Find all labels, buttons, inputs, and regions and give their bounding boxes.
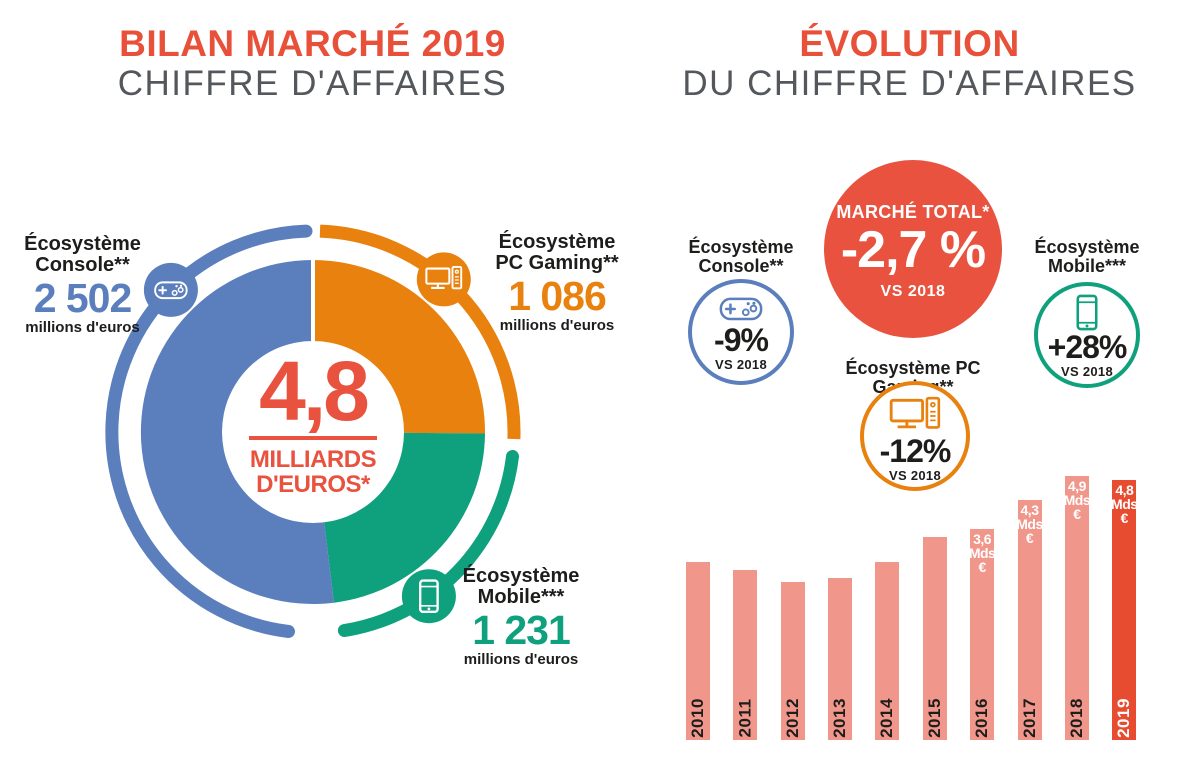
donut-hole	[222, 341, 404, 523]
console-revenue-unit: millions d'euros	[25, 319, 140, 336]
bar-year-label-box: 2018	[1065, 690, 1089, 746]
bar-value-label: 3,6 Mds €	[968, 531, 996, 575]
mobile-change-label-line1: Écosystème	[1034, 237, 1140, 257]
bar-2010: 2010	[685, 562, 710, 740]
pc-segment-label: Écosystème PC Gaming** 1 086 millions d'…	[472, 231, 642, 334]
mobile-revenue-value: 1 231	[472, 607, 571, 653]
mobile-label-line1: Écosystème	[462, 565, 580, 587]
bar-2018: 4,9 Mds € 2018	[1064, 476, 1091, 740]
bar-2016: 3,6 Mds € 2016	[969, 529, 996, 740]
pc-change-value: -12%	[879, 433, 952, 469]
total-market-label: MARCHÉ TOTAL*	[836, 202, 990, 222]
right-panel-title: ÉVOLUTION DU CHIFFRE D'AFFAIRES	[632, 24, 1187, 103]
bar-2012: 2012	[780, 582, 805, 740]
bar-year-label: 2012	[782, 698, 802, 738]
mobile-arc-badge	[401, 569, 456, 624]
total-revenue-unit-line1: MILLIARDS	[249, 446, 377, 473]
bar-2014: 2014	[875, 562, 900, 740]
total-market-vs: VS 2018	[880, 283, 946, 300]
mobile-change-vs: VS 2018	[1061, 364, 1113, 379]
donut-chart	[105, 224, 521, 638]
bar-year-label: 2013	[829, 698, 849, 738]
bar-2019: 4,8 Mds € 2019	[1111, 480, 1138, 740]
mobile-segment-label: Écosystème Mobile*** 1 231 millions d'eu…	[436, 565, 606, 668]
console-label-line2: Console**	[35, 254, 130, 276]
total-market-change: -2,7 %	[840, 221, 986, 279]
pc-revenue-unit: millions d'euros	[499, 317, 615, 334]
bar-year-label-box: 2014	[875, 690, 899, 746]
pc-change-vs: VS 2018	[889, 468, 941, 483]
bar-year-label-box: 2013	[828, 690, 852, 746]
underline-rule	[249, 436, 377, 440]
smartphone-icon	[1075, 294, 1099, 331]
console-change-label: Écosystème Console**	[661, 238, 821, 276]
pc-label-line2: PC Gaming**	[495, 252, 619, 274]
pc-revenue-value: 1 086	[508, 273, 607, 319]
bar-year-label-box: 2016	[970, 690, 994, 746]
mobile-label-line2: Mobile***	[477, 586, 565, 608]
bar-year-label-box: 2012	[781, 690, 805, 746]
bar-value-label: 4,3 Mds €	[1016, 502, 1043, 546]
bar-year-label: 2019	[1114, 698, 1134, 738]
gamepad-icon	[718, 293, 764, 324]
console-arc-badge	[143, 262, 198, 317]
bar-year-label: 2010	[687, 698, 707, 738]
total-revenue-value: 4,8	[259, 344, 370, 438]
left-title-line2: CHIFFRE D'AFFAIRES	[117, 64, 508, 103]
mobile-revenue-unit: millions d'euros	[463, 651, 579, 668]
mobile-change-value: +28%	[1047, 329, 1128, 365]
donut-center-total: 4,8 MILLIARDS D'EUROS*	[223, 344, 403, 498]
bar-year-label: 2016	[972, 698, 992, 738]
console-revenue-value: 2 502	[33, 275, 133, 321]
revenue-evolution-bar-chart: 2010 2011 2012 2013 2014 2015 3,6 Mds € 2016 4,3…	[660, 430, 1195, 762]
pc-label-line1: Écosystème	[498, 231, 616, 253]
bar-year-label-box: 2011	[733, 690, 757, 746]
bar-year-label: 2018	[1066, 698, 1086, 738]
bar-year-label: 2011	[735, 698, 755, 738]
bar-value-label: 4,9 Mds €	[1063, 478, 1091, 522]
console-label-line1: Écosystème	[24, 233, 141, 255]
console-change-label-line2: Console**	[698, 256, 784, 276]
total-market-circle: MARCHÉ TOTAL* -2,7 % VS 2018	[824, 160, 1002, 338]
mobile-change-label: Écosystème Mobile***	[1007, 238, 1167, 276]
bar-value-label: 4,8 Mds €	[1111, 482, 1138, 526]
right-title-line2: DU CHIFFRE D'AFFAIRES	[682, 64, 1137, 103]
console-change-vs: VS 2018	[715, 357, 767, 372]
left-title-line1: BILAN MARCHÉ 2019	[119, 23, 506, 64]
bar-year-label-box: 2015	[923, 690, 947, 746]
total-revenue-unit-line2: D'EUROS*	[256, 471, 370, 498]
console-change-label-line1: Écosystème	[688, 237, 794, 257]
mobile-change-circle: +28% VS 2018	[1034, 282, 1140, 388]
bar-2011: 2011	[733, 570, 758, 740]
bar-year-label: 2014	[877, 698, 897, 738]
pc-arc-badge	[416, 252, 471, 307]
mobile-outer-arc	[337, 450, 519, 637]
bar-year-label-box: 2010	[686, 690, 710, 746]
pc-change-circle: -12% VS 2018	[860, 381, 970, 491]
bar-year-label: 2015	[924, 698, 944, 738]
right-title-line1: ÉVOLUTION	[799, 23, 1020, 64]
bar-year-label-box: 2017	[1018, 690, 1042, 746]
console-change-value: -9%	[714, 322, 769, 358]
bar-year-label: 2017	[1019, 698, 1039, 738]
console-outer-arc	[105, 224, 313, 638]
bar-2017: 4,3 Mds € 2017	[1016, 500, 1043, 740]
mobile-change-label-line2: Mobile***	[1047, 256, 1126, 276]
left-panel-title: BILAN MARCHÉ 2019 CHIFFRE D'AFFAIRES	[0, 24, 625, 103]
console-change-circle: -9% VS 2018	[688, 279, 794, 385]
bar-2013: 2013	[827, 578, 852, 740]
bar-2015: 2015	[922, 537, 947, 740]
console-segment-label: Écosystème Console** 2 502 millions d'eu…	[0, 233, 165, 336]
bar-year-label-box: 2019	[1112, 690, 1136, 746]
